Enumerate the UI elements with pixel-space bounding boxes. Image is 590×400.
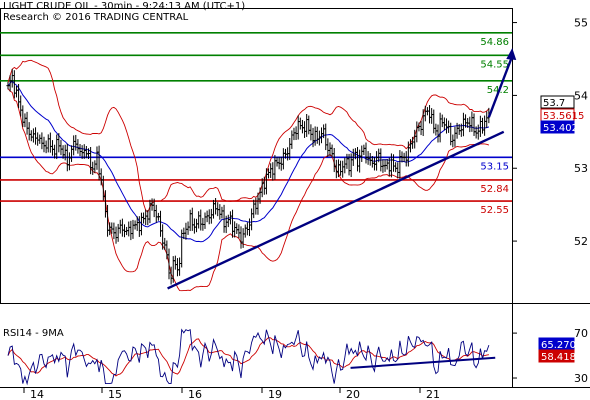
research-credit: Research © 2016 TRADING CENTRAL — [3, 12, 189, 23]
price-tick-label: 54 — [574, 89, 588, 102]
rsi-line — [7, 328, 490, 386]
current-value-box — [540, 95, 575, 109]
time-axis: 14 15 16 19 20 21 — [23, 387, 440, 400]
forecast-arrow-head — [506, 48, 517, 61]
level-label: 52.84 — [480, 184, 509, 195]
rsi-tick-label: 30 — [574, 372, 588, 385]
lower-band — [7, 88, 490, 292]
level-label: 52.55 — [480, 205, 509, 216]
time-tick-label: 21 — [426, 388, 440, 400]
main-pane-frame — [0, 8, 513, 304]
current-value-label: 53.5615 — [543, 111, 584, 122]
support-trendline — [167, 130, 505, 290]
rsi-trendline — [350, 356, 496, 369]
rsi-value-label: 65.2704 — [541, 340, 582, 351]
chart-title: LIGHT CRUDE OIL - 30min - 9:24:13 AM (UT… — [3, 1, 246, 12]
trendlines — [167, 48, 517, 290]
price-axis: 55 54 53 52 — [512, 17, 588, 248]
forecast-arrow — [487, 55, 514, 118]
level-label: 53.15 — [480, 161, 509, 172]
rsi-tick-label: 70 — [574, 327, 588, 340]
rsi-ma-line — [7, 337, 489, 377]
rsi-label: RSI14 - 9MA — [3, 328, 64, 339]
rsi-value-label: 58.4185 — [541, 352, 582, 363]
time-tick-label: 20 — [346, 388, 360, 400]
level-label: 54.55 — [480, 59, 509, 70]
rsi-value-box — [538, 349, 575, 363]
moving-average — [7, 79, 490, 243]
time-tick-label: 19 — [268, 388, 282, 400]
price-tick-label: 53 — [574, 162, 588, 175]
price-tick-label: 52 — [574, 235, 588, 248]
price-candles — [6, 69, 491, 285]
current-value-box — [540, 120, 575, 134]
price-tick-label: 55 — [574, 17, 588, 30]
time-tick-label: 16 — [188, 388, 202, 400]
level-label: 54.86 — [480, 37, 509, 48]
current-value-label: 53.4024 — [543, 123, 584, 134]
time-tick-label: 14 — [30, 388, 44, 400]
current-value-label: 53.7 — [543, 98, 565, 109]
bollinger-bands — [7, 59, 490, 292]
time-tick-label: 15 — [108, 388, 122, 400]
